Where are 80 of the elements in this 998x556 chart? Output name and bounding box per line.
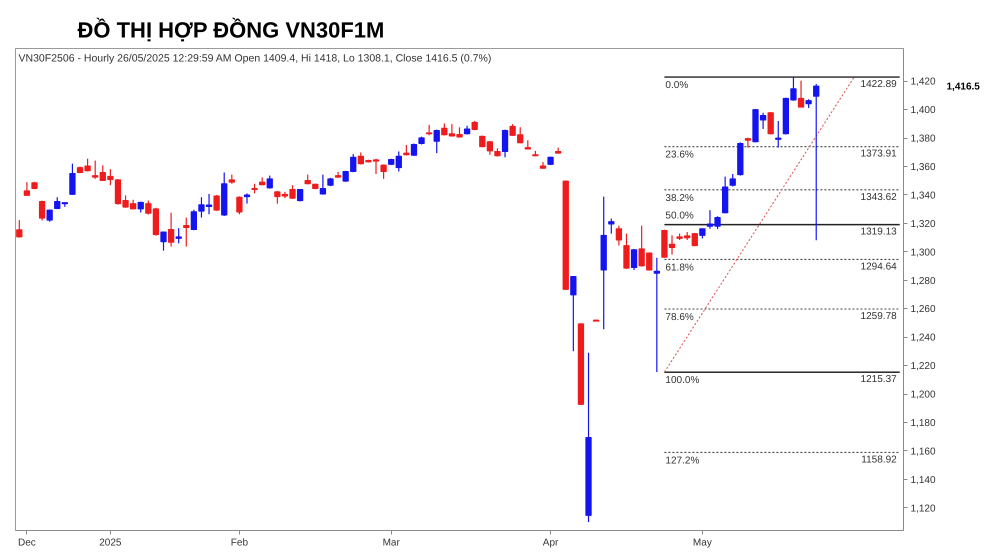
candlestick — [813, 83, 820, 241]
series-label: 50.0% — [665, 210, 694, 222]
candlestick — [608, 218, 614, 234]
x-tick-label: May — [692, 538, 712, 548]
candlestick — [46, 208, 53, 222]
data-label: 1259.78 — [860, 311, 898, 322]
y-tick-label: 1,320 — [910, 218, 936, 230]
text: 1,416.5 — [946, 82, 980, 93]
data-label: 1422.89 — [860, 79, 898, 90]
x-tick-label: Dec — [18, 538, 36, 548]
y-tick-label: 1,200 — [910, 390, 936, 401]
y-tick-label: 1,340 — [910, 190, 936, 202]
candlestick — [768, 111, 774, 136]
chart-title: ĐỒ THỊ HỢP ĐỒNG VN30F1M — [78, 18, 384, 42]
candlestick — [434, 128, 440, 154]
candlestick — [160, 230, 167, 252]
data-label: 1319.13 — [860, 226, 898, 238]
candlestick — [775, 120, 782, 148]
x-tick-label: Feb — [230, 538, 248, 548]
x-tick-label: Apr — [542, 538, 560, 548]
y-tick-label: 1,180 — [910, 418, 936, 429]
candlestick — [426, 124, 432, 136]
x-tick-label: 2025 — [99, 538, 122, 548]
y-tick-label: 1,400 — [910, 105, 936, 116]
y-tick-label: 1,240 — [910, 332, 936, 344]
candlestick — [320, 174, 326, 196]
series-label: 100.0% — [665, 375, 700, 386]
candlestick — [266, 175, 273, 190]
y-tick-label: 1,280 — [910, 276, 936, 287]
chart-subtitle: VN30F2506 - Hourly 26/05/2025 12:29:59 AM Open 1409.4, Hi 1418, Lo 1308.1, Close 1416.5 (0.7%) — [18, 52, 492, 64]
y-tick-label: 1,140 — [910, 474, 936, 486]
candlestick — [183, 216, 190, 248]
candlestick — [228, 174, 235, 184]
candlestick — [730, 173, 736, 188]
candlestick — [213, 194, 220, 212]
candlestick — [502, 128, 508, 158]
candlestick — [190, 209, 198, 231]
candlestick — [69, 163, 76, 196]
candlestick — [798, 80, 804, 108]
series-label: 38.2% — [665, 192, 694, 204]
y-tick-label: 1,160 — [910, 446, 936, 458]
candlestick — [244, 192, 250, 204]
candlestick — [38, 200, 46, 222]
candlestick — [304, 174, 311, 185]
candlestick — [410, 142, 418, 157]
data-label: 1343.62 — [860, 192, 898, 203]
candlestick — [296, 188, 304, 202]
candlestick — [16, 220, 22, 238]
series-label: 23.6% — [665, 150, 694, 161]
y-tick-label: 1,120 — [910, 503, 936, 514]
line-series — [664, 76, 855, 373]
data-label: 1215.37 — [860, 374, 898, 386]
y-tick-label: 1,220 — [910, 361, 936, 372]
candlestick — [176, 228, 182, 244]
data-label: 1373.91 — [860, 148, 898, 160]
candlestick — [472, 120, 478, 131]
series-label: 78.6% — [665, 312, 694, 324]
candlestick — [403, 144, 410, 156]
data-label: 1158.92 — [861, 454, 898, 466]
y-tick-label: 1,420 — [910, 76, 936, 88]
y-tick-label: 1,260 — [910, 304, 936, 316]
candlestick — [236, 196, 243, 215]
candlestick — [630, 248, 638, 271]
data-label: 1294.64 — [860, 261, 898, 272]
candlestick — [380, 164, 387, 180]
candlestick — [168, 212, 174, 248]
candlestick — [744, 137, 752, 148]
candlestick — [570, 275, 577, 352]
series-label: 0.0% — [665, 80, 688, 92]
candlestick — [251, 183, 258, 194]
candlestick — [24, 182, 30, 196]
series-label: 61.8% — [665, 262, 694, 274]
y-tick-label: 1,380 — [910, 134, 936, 145]
candlestick — [623, 233, 630, 270]
y-tick-label: 1,360 — [910, 162, 936, 174]
series-label: 127.2% — [665, 455, 700, 466]
candlestick — [616, 225, 622, 246]
y-tick-label: 1,300 — [910, 247, 936, 258]
candlestick — [654, 257, 660, 373]
x-tick-label: Mar — [382, 538, 400, 548]
